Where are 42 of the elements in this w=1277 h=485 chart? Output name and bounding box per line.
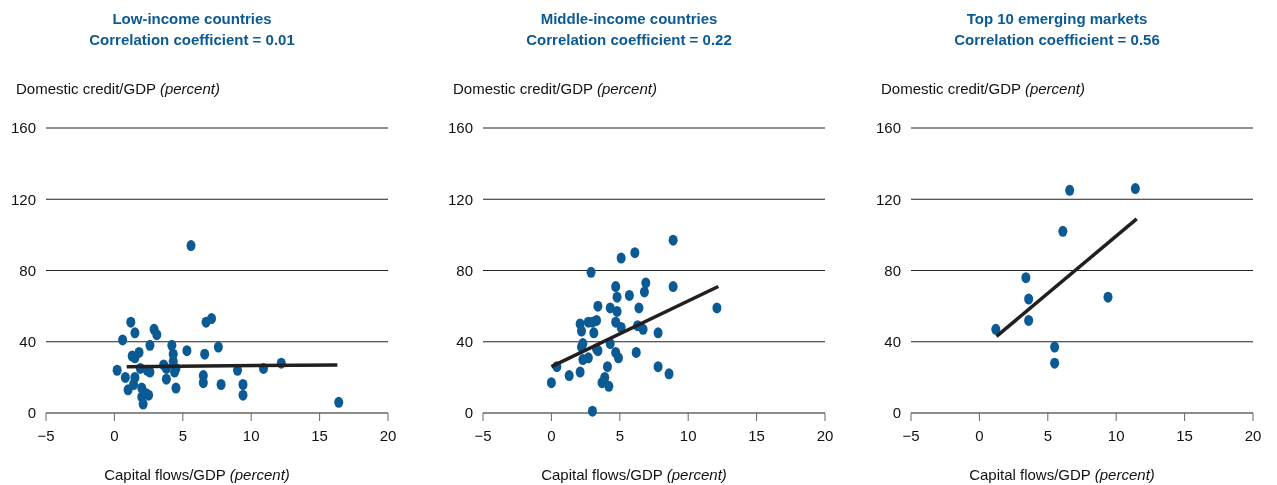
y-tick-label: 0 [464,404,473,422]
x-tick-label: 20 [379,427,397,444]
x-tick-label: 20 [816,427,834,444]
x-tick-label: 10 [679,427,697,444]
y-tick-label: 80 [884,261,901,279]
y-tick-label: 160 [447,119,473,137]
x-tick-label: 15 [748,427,765,444]
chart-title: Low-income countries Correlation coefficient = 0.01 [89,10,295,48]
x-tick-label: 5 [178,427,187,444]
y-tick-label: 0 [27,404,36,422]
x-axis-title: Capital flows/GDP (percent) [104,466,290,483]
x-tick-label: 10 [242,427,260,444]
x-tick-label: 20 [1244,427,1262,444]
x-tick-label: 0 [547,427,556,444]
x-tick-label: 10 [1107,427,1125,444]
y-tick-label: 120 [447,190,473,208]
x-tick-label: 5 [1043,427,1052,444]
y-tick-label: 120 [10,190,36,208]
y-tick-label: 160 [10,119,36,137]
x-tick-label: 0 [110,427,119,444]
y-tick-label: 160 [875,119,901,137]
y-axis-title: Domestic credit/GDP (percent) [881,80,1085,97]
y-tick-label: 120 [875,190,901,208]
x-tick-label: −5 [902,427,920,444]
x-tick-label: 5 [615,427,624,444]
y-tick-label: 40 [884,333,901,350]
x-tick-label: 0 [975,427,984,444]
x-tick-label: −5 [474,427,492,444]
x-axis-title: Capital flows/GDP (percent) [541,466,727,483]
y-tick-label: 40 [19,333,36,350]
y-axis-title: Domestic credit/GDP (percent) [16,80,220,97]
x-tick-label: −5 [37,427,55,444]
chart-title: Top 10 emerging markets Correlation coefficient = 0.56 [954,10,1160,48]
y-tick-label: 80 [456,261,473,279]
chart-title: Middle-income countries Correlation coefficient = 0.22 [526,10,732,48]
y-tick-label: 0 [892,404,901,422]
y-axis-title: Domestic credit/GDP (percent) [453,80,657,97]
x-axis-title: Capital flows/GDP (percent) [969,466,1155,483]
y-tick-label: 40 [456,333,473,350]
x-tick-label: 15 [1176,427,1193,444]
y-tick-label: 80 [19,261,36,279]
x-tick-label: 15 [311,427,328,444]
